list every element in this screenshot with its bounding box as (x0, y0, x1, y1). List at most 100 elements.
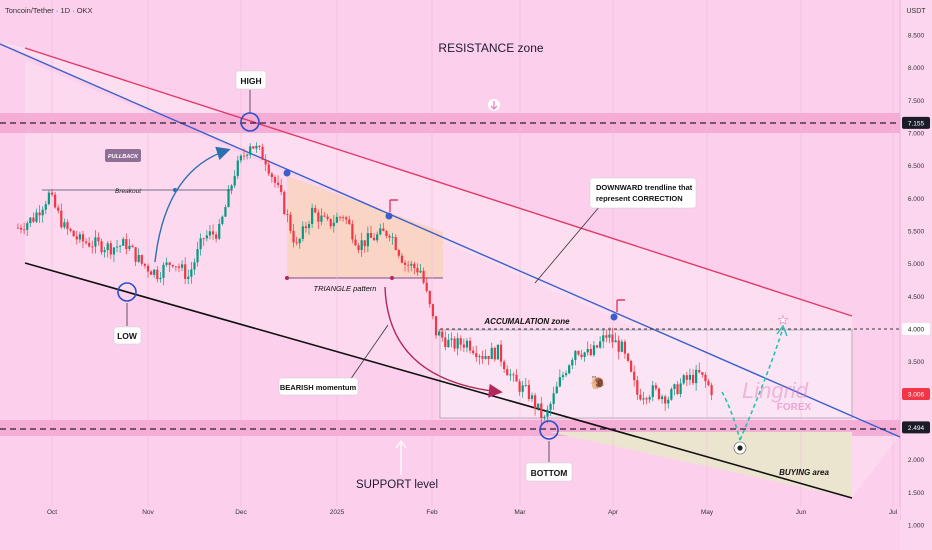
candle-body (434, 316, 438, 336)
candle-body (264, 159, 267, 165)
candle-body (143, 263, 147, 266)
candle-body (382, 228, 385, 232)
candle-body (280, 184, 283, 192)
candle-body (636, 380, 639, 395)
candle-body (326, 216, 329, 219)
x-tick-label: Feb (426, 509, 438, 516)
candle-body (484, 355, 487, 359)
candle-body (221, 216, 224, 224)
candle-body (701, 372, 704, 375)
y-tick-label: 8.000 (908, 65, 925, 72)
x-tick-label: Oct (47, 509, 57, 516)
candle-body (657, 388, 661, 400)
candle-body (493, 347, 496, 360)
flag-icon-2 (616, 299, 625, 312)
candle-body (348, 219, 351, 225)
candle-body (419, 270, 422, 273)
symbol-title: Toncoin/Tether · 1D · OKX (5, 6, 93, 15)
low-label: LOW (117, 331, 138, 341)
accumulation-zone-box (439, 329, 853, 419)
price-label-text: 7.155 (908, 120, 925, 127)
candle-body (394, 237, 397, 250)
candle-body (620, 341, 623, 352)
candle-body (490, 347, 493, 360)
y-tick-label: 2.000 (908, 457, 925, 464)
candle-body (682, 375, 685, 384)
price-label-badge (902, 421, 930, 434)
candle-body (391, 237, 394, 238)
candle-body (422, 270, 425, 283)
candle-body (345, 217, 348, 220)
candle-body (685, 375, 688, 380)
candle-body (462, 344, 465, 348)
candle-body (23, 229, 26, 231)
candle-body (171, 265, 174, 267)
candle-body (208, 231, 212, 236)
candle-body (366, 233, 369, 247)
candle-body (307, 223, 311, 229)
candle-body (459, 338, 462, 345)
buying-area-label: BUYING area (779, 468, 829, 477)
candle-body (472, 350, 475, 354)
candle-body (255, 145, 258, 149)
candle-body (360, 240, 363, 250)
candle-body (242, 155, 246, 157)
pullback-curve-arrow (154, 146, 231, 263)
time-axis[interactable]: Oct Nov Dec 2025 Feb Mar Apr May Jun Jul (0, 506, 900, 550)
price-axis-background (900, 0, 932, 550)
candle-body (388, 235, 391, 238)
candle-body (53, 194, 57, 208)
y-tick-label: 7.500 (908, 98, 925, 105)
bottom-label-box (525, 462, 573, 482)
candle-body (592, 345, 596, 356)
candle-body (676, 384, 679, 395)
down-arrow-icon-glyph (490, 101, 498, 110)
candle-body (481, 356, 484, 359)
candle-body (574, 350, 577, 360)
candle-body (465, 340, 469, 348)
candle-body (698, 369, 701, 373)
downward-label-box (589, 177, 697, 209)
candle-body (81, 234, 85, 242)
candle-body (146, 265, 150, 272)
y-tick-label: 4.500 (908, 294, 925, 301)
watermark-lingrid: Lingrid (742, 378, 809, 403)
candle-body (456, 338, 459, 349)
candle-body (707, 381, 710, 386)
high-label-box (235, 70, 267, 90)
candle-body (249, 146, 252, 155)
candle-body (354, 239, 357, 246)
candle-body (16, 227, 20, 229)
candle-body (645, 398, 648, 400)
triangle-base-start-marker (285, 276, 289, 280)
candle-body (239, 155, 243, 161)
candle-body (131, 245, 134, 248)
candle-body (509, 374, 512, 376)
candle-body (515, 374, 518, 382)
candle-body (267, 164, 270, 174)
candle-body (533, 395, 537, 409)
triangle-pattern-fill (287, 176, 443, 278)
price-label-text: 3.006 (908, 391, 925, 398)
candle-body (468, 340, 472, 351)
time-axis-background (0, 506, 900, 550)
candle-body (252, 146, 255, 149)
candle-body (245, 154, 249, 156)
candle-body (159, 277, 162, 280)
y-tick-label: 1.000 (908, 523, 925, 530)
candle-body (407, 264, 410, 266)
x-tick-label: Mar (514, 509, 526, 516)
candle-body (688, 374, 692, 380)
candle-body (304, 226, 308, 229)
candle-body (444, 337, 447, 348)
candle-body (233, 176, 236, 186)
candle-body (44, 204, 47, 210)
support-level-label: SUPPORT level (356, 479, 438, 491)
candle-body (292, 230, 295, 243)
snail-icon: 🐌 (590, 375, 606, 390)
candle-body (602, 335, 605, 342)
candle-body (546, 409, 549, 417)
candle-body (530, 395, 534, 399)
x-tick-label: 2025 (330, 509, 345, 516)
